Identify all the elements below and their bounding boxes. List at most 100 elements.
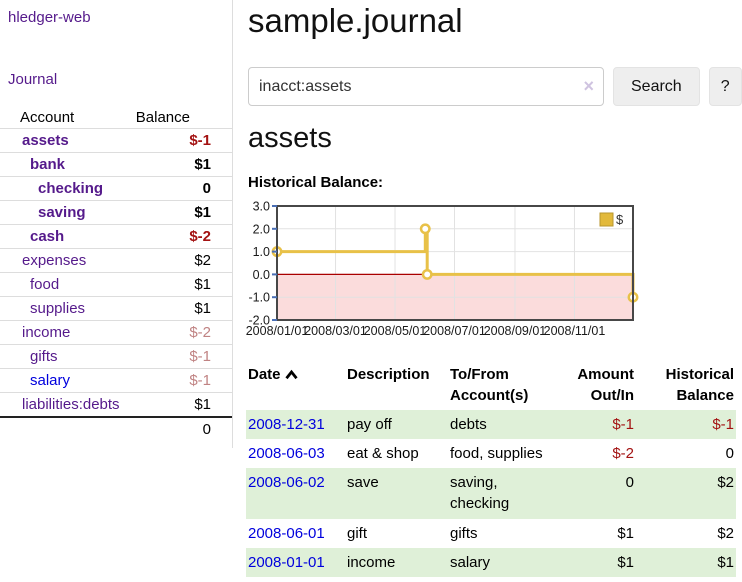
- page-title: sample.journal: [248, 2, 463, 39]
- transaction-description: pay off: [347, 415, 392, 433]
- y-axis-label: 3.0: [253, 200, 270, 214]
- accounts-table-header: Account Balance: [0, 106, 232, 129]
- transaction-date-link[interactable]: 2008-06-02: [248, 474, 325, 492]
- account-link-cash[interactable]: cash: [30, 228, 65, 245]
- app-title-link[interactable]: hledger-web: [8, 9, 91, 26]
- help-button[interactable]: ?: [708, 67, 742, 106]
- legend-swatch: [599, 212, 614, 227]
- transaction-row: 2008-06-01 gift gifts $1 $2: [246, 519, 736, 548]
- legend-label: $: [616, 212, 624, 227]
- y-axis-label: -2.0: [248, 314, 270, 328]
- account-link-expenses[interactable]: expenses: [22, 252, 87, 269]
- y-axis-label: -1.0: [248, 291, 270, 305]
- transaction-amount: $1: [617, 524, 634, 542]
- account-link-saving[interactable]: saving: [38, 204, 86, 221]
- account-balance: $-2: [189, 324, 211, 341]
- clear-search-icon[interactable]: ×: [583, 76, 594, 96]
- accounts-header-account: Account: [20, 109, 75, 126]
- y-axis-label: 1.0: [253, 245, 270, 259]
- x-axis-label: 2008/03/01: [304, 324, 367, 338]
- x-axis-label: 2008/09/01: [484, 324, 547, 338]
- transaction-balance: $-1: [712, 415, 734, 433]
- accounts-header-balance: Balance: [135, 109, 190, 126]
- transaction-amount: 0: [625, 474, 634, 492]
- balance-chart: 3.0 2.0 1.0 0.0 -1.0 -2.02008/01/012008/03/01…: [246, 200, 639, 338]
- account-balance: 0: [202, 180, 211, 197]
- sort-ascending-icon: [284, 369, 298, 380]
- x-axis-label: 2008/01/01: [246, 324, 309, 338]
- account-row: liabilities:debts $1: [0, 393, 232, 417]
- transaction-accounts: gifts: [450, 524, 478, 542]
- account-row: food $1: [0, 273, 232, 297]
- transactions-body: 2008-12-31 pay off debts $-1 $-1 2008-06-03 ea…: [246, 409, 736, 578]
- x-axis-label: 2008/07/01: [423, 324, 486, 338]
- x-axis-label: 2008/11/01: [544, 324, 606, 338]
- transaction-description: gift: [347, 524, 368, 542]
- sidebar-nav: Journal: [8, 71, 57, 88]
- account-balance: $1: [194, 156, 211, 173]
- column-header-date[interactable]: Date: [246, 361, 345, 410]
- account-row: income $-2: [0, 321, 232, 345]
- account-row: cash $-2: [0, 225, 232, 249]
- search-button[interactable]: Search: [613, 67, 700, 106]
- column-header-balance: Historical Balance: [665, 366, 734, 405]
- transaction-accounts: debts: [450, 415, 487, 433]
- account-balance: $-1: [189, 348, 211, 365]
- transaction-accounts: saving, checking: [450, 474, 510, 513]
- sidebar: hledger-web Journal Account Balance asse…: [0, 0, 233, 448]
- account-link-food[interactable]: food: [30, 276, 60, 293]
- account-balance: $-1: [189, 372, 211, 389]
- transaction-accounts: food, supplies: [450, 444, 543, 462]
- transaction-amount: $1: [617, 554, 634, 572]
- y-axis-label: 0.0: [253, 268, 270, 282]
- chart-title: Historical Balance:: [248, 174, 384, 191]
- accounts-total-value: 0: [202, 421, 211, 438]
- transaction-amount: $-1: [612, 415, 634, 433]
- transaction-description: income: [347, 554, 396, 572]
- account-link-liabilities-debts[interactable]: liabilities:debts: [22, 396, 120, 413]
- column-header-accounts: To/From Account(s): [450, 366, 529, 405]
- account-link-gifts[interactable]: gifts: [30, 348, 58, 365]
- y-axis-label: 2.0: [253, 222, 270, 236]
- chart-plot-border: [276, 205, 634, 321]
- column-header-description: Description: [347, 366, 430, 383]
- chart-data-marker: [421, 268, 433, 280]
- nav-journal-link[interactable]: Journal: [8, 71, 58, 88]
- accounts-rows: assets $-1 bank $1 checking 0 saving $1 cash $-2 e…: [0, 129, 232, 417]
- search-input-wrapper: ×: [248, 67, 604, 106]
- column-header-amount: Amount Out/In: [577, 366, 634, 405]
- x-axis-label: 2008/05/01: [364, 324, 427, 338]
- transaction-date-link[interactable]: 2008-01-01: [248, 554, 325, 572]
- account-balance: $2: [194, 252, 211, 269]
- transaction-amount: $-2: [612, 444, 634, 462]
- account-heading: assets: [248, 122, 332, 154]
- account-link-income[interactable]: income: [22, 324, 71, 341]
- account-balance: $1: [194, 300, 211, 317]
- account-link-checking[interactable]: checking: [38, 180, 104, 197]
- account-balance: $-1: [189, 132, 211, 149]
- search-input[interactable]: [249, 68, 603, 105]
- transaction-row: 2008-06-03 eat & shop food, supplies $-2 0: [246, 439, 736, 468]
- transactions-table: Date Description To/From Account(s) Amou…: [246, 361, 736, 578]
- transaction-balance: 0: [725, 444, 734, 462]
- transaction-date-link[interactable]: 2008-12-31: [248, 415, 325, 433]
- transaction-accounts: salary: [450, 554, 491, 572]
- transaction-date-link[interactable]: 2008-06-01: [248, 524, 325, 542]
- account-balance: $-2: [189, 228, 211, 245]
- transaction-description: save: [347, 474, 379, 492]
- account-link-salary[interactable]: salary: [30, 372, 71, 389]
- search-bar: × Search ?: [248, 67, 742, 106]
- account-balance: $1: [194, 204, 211, 221]
- account-link-bank[interactable]: bank: [30, 156, 66, 173]
- account-row: bank $1: [0, 153, 232, 177]
- transactions-header-row: Date Description To/From Account(s) Amou…: [246, 361, 736, 410]
- transaction-date-link[interactable]: 2008-06-03: [248, 444, 325, 462]
- account-link-assets[interactable]: assets: [22, 132, 69, 149]
- account-row: saving $1: [0, 201, 232, 225]
- account-row: gifts $-1: [0, 345, 232, 369]
- account-link-supplies[interactable]: supplies: [30, 300, 86, 317]
- transaction-description: eat & shop: [347, 444, 419, 462]
- main-content: sample.journal × Search ? assets Histori…: [246, 0, 742, 582]
- transaction-row: 2008-12-31 pay off debts $-1 $-1: [246, 409, 736, 439]
